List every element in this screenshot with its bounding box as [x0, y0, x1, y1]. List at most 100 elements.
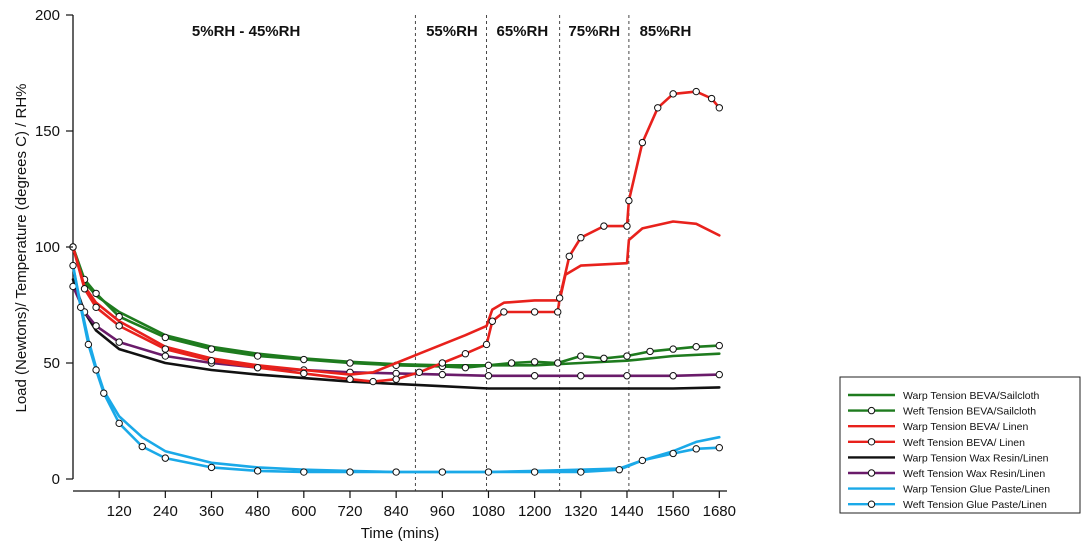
- data-point: [253, 467, 262, 475]
- series-line: [71, 220, 721, 376]
- data-point: [500, 308, 508, 316]
- data-point: [115, 322, 123, 330]
- x-axis-title: Time (mins): [361, 525, 440, 542]
- data-point: [530, 372, 539, 380]
- data-point: [138, 442, 146, 451]
- data-point: [715, 104, 724, 112]
- data-point: [100, 389, 108, 397]
- data-point: [161, 352, 170, 360]
- data-point: [600, 222, 608, 230]
- legend-label: Weft Tension BEVA/Sailcloth: [903, 406, 1036, 418]
- data-point: [346, 375, 354, 383]
- data-point: [565, 252, 573, 260]
- data-point: [69, 261, 77, 270]
- y-tick-label: 0: [52, 471, 60, 488]
- y-tick-label: 100: [35, 239, 60, 256]
- data-point: [623, 372, 631, 380]
- data-point: [577, 468, 585, 476]
- phase-label: 85%RH: [640, 23, 692, 40]
- series-layer: [69, 87, 724, 476]
- legend-label: Warp Tension Wax Resin/Linen: [903, 452, 1049, 464]
- data-point: [554, 359, 562, 367]
- x-tick-label: 360: [199, 503, 224, 520]
- data-point: [346, 359, 354, 367]
- data-point: [577, 234, 585, 242]
- data-point: [115, 338, 123, 346]
- x-tick-label: 1680: [703, 503, 736, 520]
- data-point: [600, 354, 608, 363]
- legend-marker: [867, 438, 876, 446]
- legend-label: Warp Tension BEVA/Sailcloth: [903, 390, 1040, 402]
- data-point: [207, 463, 216, 472]
- x-tick-label: 1080: [472, 503, 505, 520]
- data-point: [92, 322, 100, 330]
- data-point: [161, 345, 170, 353]
- data-point: [415, 368, 423, 376]
- data-point: [392, 468, 400, 476]
- phase-boundary-lines: [414, 15, 630, 491]
- plot-area: 120 240 360 480 600 720 840 960 1080 1200 1320 1440…: [35, 7, 736, 520]
- data-point: [369, 377, 377, 386]
- data-point: [615, 466, 623, 474]
- x-tick-label: 840: [384, 503, 409, 520]
- data-point: [638, 456, 647, 465]
- data-point: [484, 468, 493, 476]
- legend-box: [839, 376, 1081, 514]
- data-point: [625, 196, 633, 205]
- data-point: [76, 303, 85, 312]
- data-point: [669, 345, 677, 353]
- data-point: [715, 370, 724, 379]
- data-point: [530, 358, 539, 366]
- x-tick-label: 120: [107, 503, 132, 520]
- data-point: [207, 356, 216, 365]
- x-tick-label: 240: [153, 503, 178, 520]
- legend-label: Warp Tension Glue Paste/Linen: [903, 484, 1050, 496]
- series-line: [71, 264, 721, 474]
- data-point: [507, 359, 516, 367]
- legend-marker: [867, 406, 876, 415]
- data-point: [392, 375, 400, 383]
- data-point: [482, 340, 491, 349]
- data-point: [692, 445, 700, 453]
- data-point: [207, 345, 216, 353]
- y-tick-label: 200: [35, 7, 60, 24]
- data-point: [84, 340, 93, 349]
- x-tick-label: 720: [337, 503, 362, 520]
- data-point: [300, 369, 308, 378]
- data-point: [623, 222, 631, 230]
- data-point: [554, 308, 562, 316]
- data-point: [92, 303, 100, 312]
- data-point: [715, 443, 724, 452]
- x-tick-label: 960: [430, 503, 455, 520]
- legend: Warp Tension BEVA/Sailcloth Weft Tension …: [839, 376, 1081, 514]
- data-point: [646, 347, 654, 356]
- data-point: [484, 372, 493, 380]
- data-point: [253, 352, 262, 360]
- phase-label: 65%RH: [496, 23, 548, 40]
- data-point: [707, 94, 716, 103]
- x-tick-label: 1440: [610, 503, 643, 520]
- data-point: [530, 308, 539, 316]
- data-point: [461, 350, 470, 358]
- data-point: [92, 289, 100, 298]
- y-tick-label: 150: [35, 123, 60, 140]
- ticks-layer: 120 240 360 480 600 720 840 960 1080 1200 1320 1440…: [35, 7, 736, 520]
- data-point: [115, 419, 123, 428]
- x-tick-label: 600: [291, 503, 316, 520]
- data-point: [577, 352, 585, 360]
- data-point: [555, 294, 564, 302]
- legend-label: Weft Tension Wax Resin/Linen: [903, 468, 1045, 480]
- data-point: [461, 363, 470, 372]
- data-point: [161, 333, 170, 342]
- x-tick-label: 1200: [518, 503, 551, 520]
- data-point: [577, 372, 585, 380]
- phase-label: 5%RH - 45%RH: [192, 23, 300, 40]
- data-point: [692, 87, 700, 96]
- data-point: [715, 341, 724, 350]
- y-tick-label: 50: [43, 355, 60, 372]
- data-point: [669, 90, 677, 98]
- data-point: [80, 285, 89, 293]
- data-point: [300, 468, 308, 476]
- y-axis-title: Load (Newtons)/ Temperature (degrees C) …: [13, 83, 30, 412]
